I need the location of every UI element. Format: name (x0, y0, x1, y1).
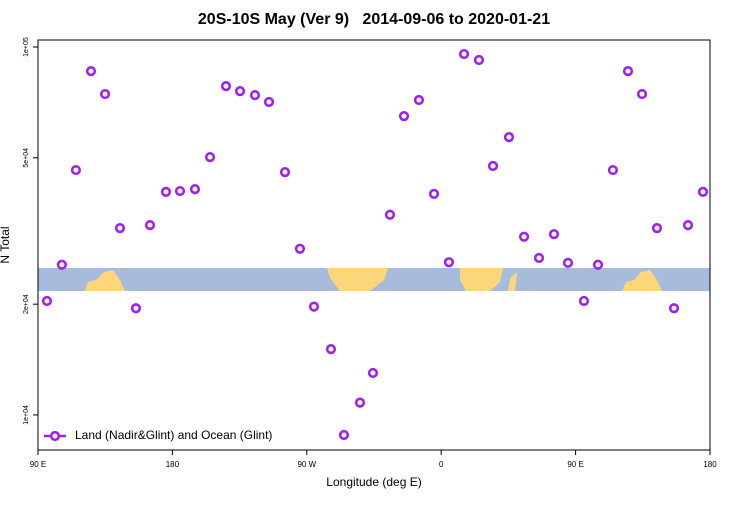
data-point (220, 81, 232, 92)
data-point (578, 295, 590, 307)
data-point (263, 96, 275, 108)
data-point (413, 94, 425, 106)
data-point (548, 229, 560, 240)
data-point (533, 252, 545, 264)
y-tick-label: 1e+04 (23, 405, 30, 425)
data-point (384, 209, 396, 220)
data-point (607, 164, 619, 176)
land-area (508, 272, 517, 291)
data-point (130, 303, 142, 314)
data-point (503, 132, 515, 143)
data-point (160, 186, 172, 197)
x-tick-label: 180 (703, 460, 717, 469)
data-point (294, 243, 306, 254)
x-tick-label: 90 E (30, 460, 46, 469)
legend-marker (49, 430, 61, 442)
data-point (398, 111, 410, 122)
data-point (636, 88, 648, 100)
data-point (668, 303, 680, 314)
data-point (249, 90, 261, 101)
data-point (443, 257, 455, 268)
data-point (204, 152, 216, 163)
data-point (144, 220, 156, 231)
data-point (367, 367, 379, 379)
surface-strip (38, 268, 710, 291)
data-point (518, 231, 530, 242)
data-point (354, 397, 366, 408)
data-point (428, 188, 440, 199)
land-area (327, 268, 388, 291)
x-tick-label: 180 (166, 460, 180, 469)
data-point (473, 54, 485, 66)
data-point (651, 222, 663, 234)
chart-title: 20S-10S May (Ver 9) 2014-09-06 to 2020-0… (198, 11, 550, 28)
x-axis-label: Longitude (deg E) (326, 475, 421, 489)
data-point (279, 167, 291, 178)
data-point (114, 222, 126, 234)
data-point (325, 343, 337, 355)
y-tick-label: 5e+04 (23, 148, 30, 168)
data-point (622, 66, 634, 77)
data-point (70, 164, 82, 176)
data-point (338, 429, 350, 441)
y-axis-label: N Total (0, 226, 12, 263)
data-point (487, 160, 499, 172)
data-point (56, 259, 67, 270)
data-point (85, 66, 97, 77)
data-point (697, 186, 709, 197)
data-point (99, 88, 111, 100)
x-tick-label: 90 E (567, 460, 583, 469)
data-point (234, 85, 246, 97)
data-point (682, 220, 694, 231)
data-point (174, 185, 186, 197)
data-point (458, 48, 470, 60)
y-tick-label: 1e+05 (23, 37, 30, 57)
data-point (308, 301, 320, 312)
x-tick-label: 90 W (297, 460, 316, 469)
land-area (622, 270, 662, 291)
data-point (592, 259, 604, 270)
land-area (85, 270, 125, 291)
legend-label: Land (Nadir&Glint) and Ocean (Glint) (75, 428, 272, 442)
data-point (189, 184, 201, 195)
plot-frame (37, 39, 711, 451)
y-tick-label: 2e+04 (23, 294, 30, 314)
data-point (41, 295, 53, 307)
land-area (460, 268, 503, 291)
x-tick-label: 0 (439, 460, 444, 469)
data-point (562, 257, 574, 268)
